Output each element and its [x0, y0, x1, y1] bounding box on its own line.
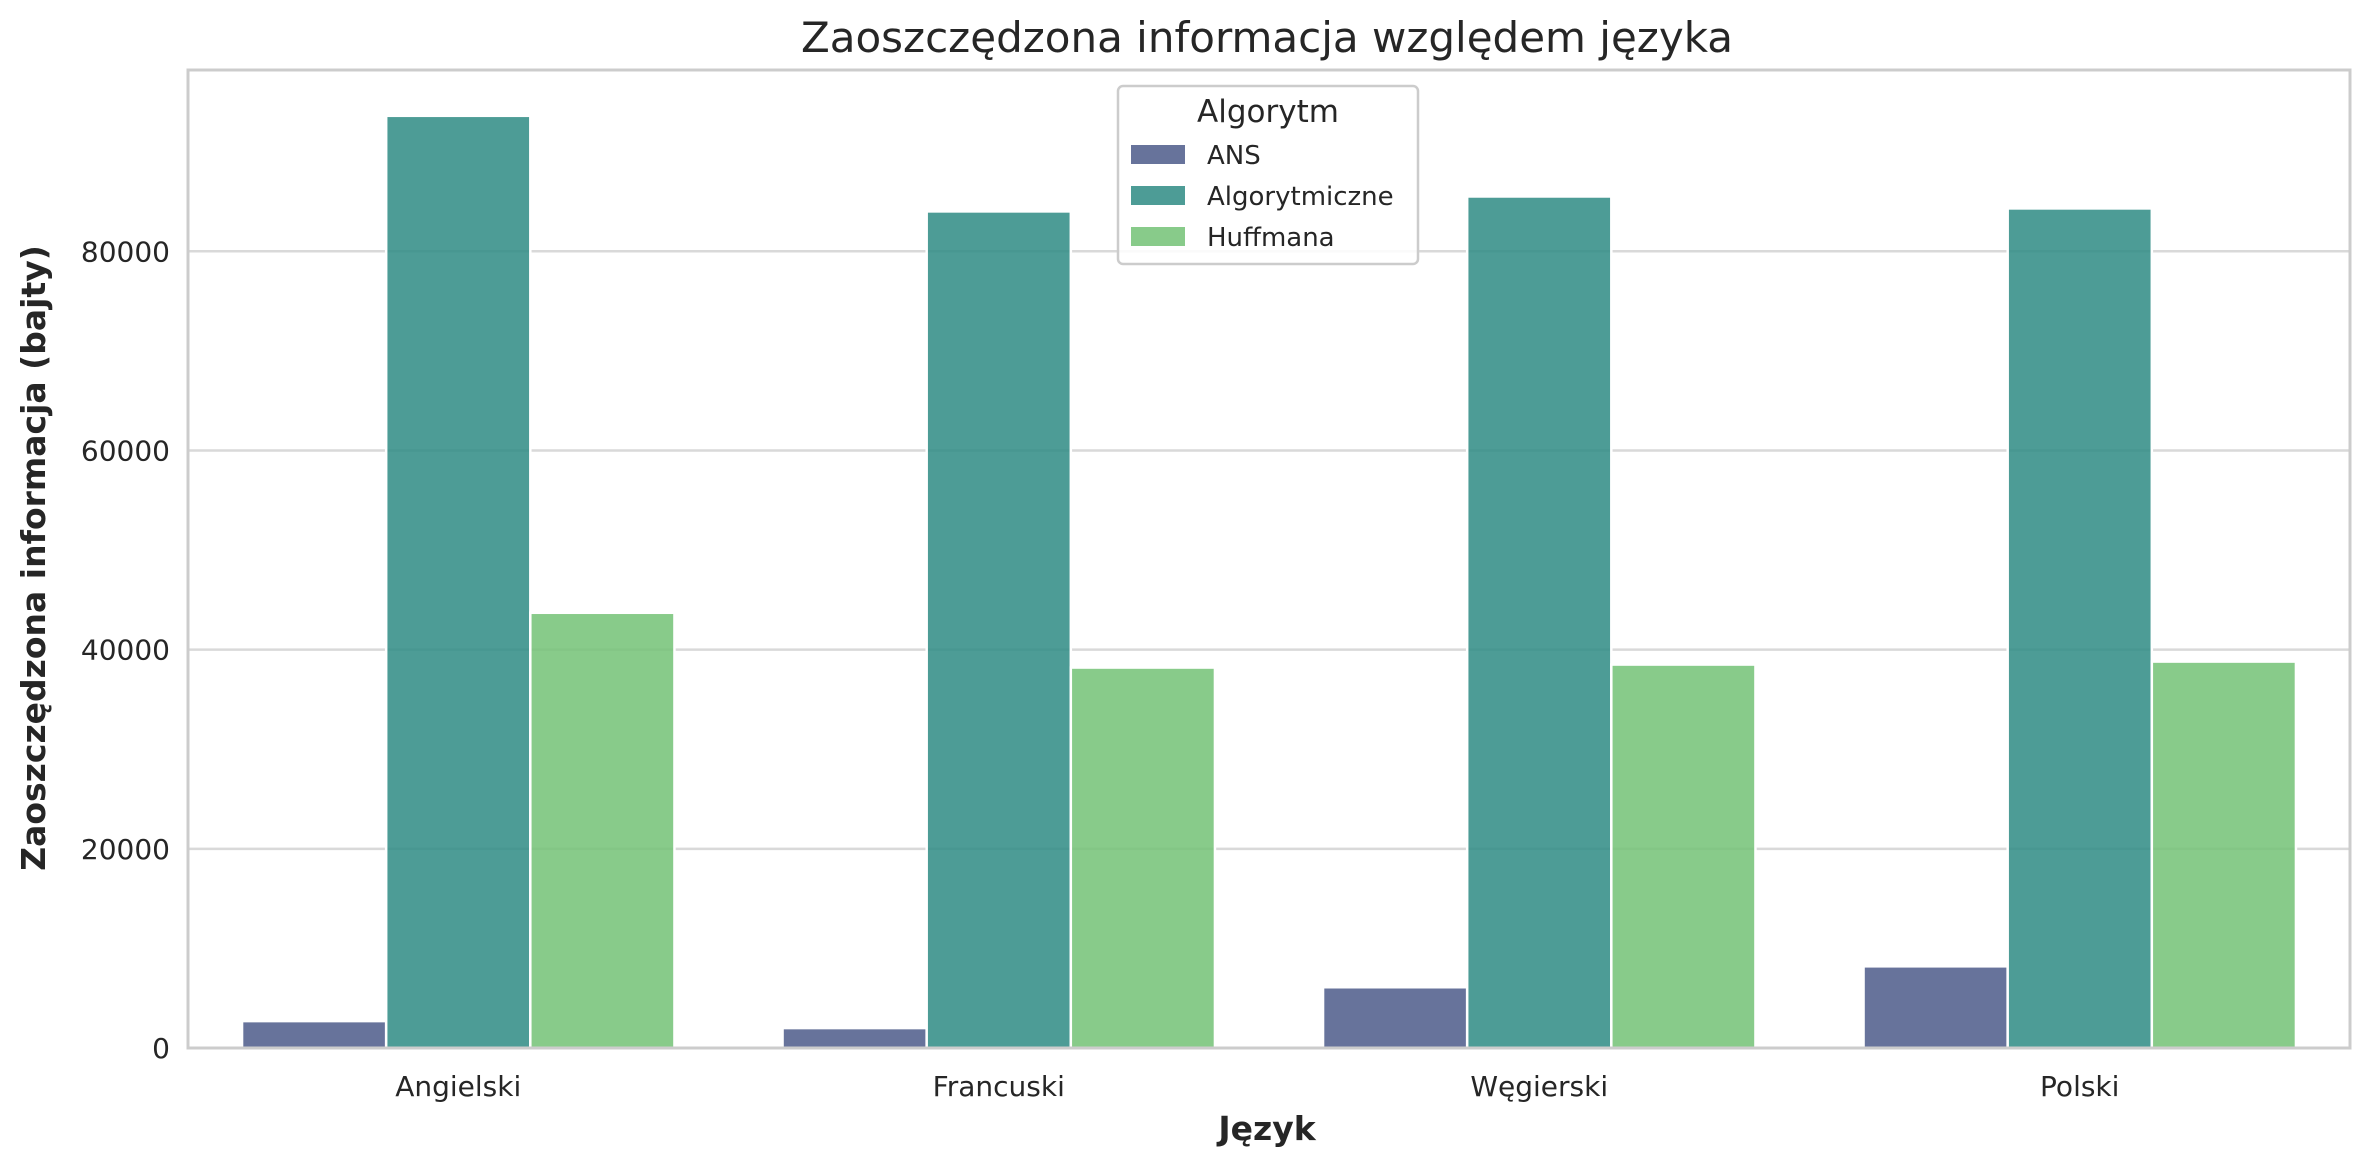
y-axis-label: Zaoszczędzona informacja (bajty) — [14, 245, 53, 871]
legend-swatch — [1131, 186, 1185, 205]
x-tick-label: Angielski — [395, 1070, 521, 1103]
bar-algorytmiczne-francuski — [925, 210, 1073, 1050]
bar-ans-polski — [1862, 965, 2009, 1050]
legend-title: Algorytm — [1197, 94, 1339, 130]
bar-ans-angielski — [240, 1019, 388, 1050]
y-tick-label: 40000 — [81, 634, 170, 667]
bar-huffmana-francuski — [1069, 666, 1217, 1050]
x-tick-label: Węgierski — [1470, 1070, 1608, 1103]
plot-area-frame — [186, 68, 2352, 1050]
legend-swatch — [1131, 227, 1185, 246]
bar-algorytmiczne-angielski — [384, 114, 532, 1050]
x-axis-ticks: Angielski Francuski Węgierski Polski — [395, 1070, 2119, 1103]
legend-label: ANS — [1207, 141, 1261, 171]
bars — [240, 114, 2298, 1050]
legend-items: ANS Algorytmiczne Huffmana — [1131, 141, 1394, 253]
bar-ans-francuski — [781, 1026, 928, 1050]
bar-huffmana-angielski — [529, 611, 676, 1050]
x-tick-label: Francuski — [933, 1070, 1065, 1103]
y-tick-label: 0 — [152, 1032, 170, 1065]
bar-ans-węgierski — [1321, 985, 1469, 1050]
legend: Algorytm ANS Algorytmiczne Huffmana — [1116, 84, 1420, 266]
y-tick-label: 20000 — [81, 833, 170, 866]
bar-huffmana-węgierski — [1610, 663, 1757, 1050]
x-axis-label: Język — [1216, 1109, 1316, 1148]
legend-label: Huffmana — [1207, 223, 1335, 253]
legend-label: Algorytmiczne — [1207, 182, 1394, 212]
y-tick-label: 80000 — [81, 235, 170, 268]
bar-algorytmiczne-polski — [2006, 207, 2154, 1050]
x-tick-label: Polski — [2040, 1070, 2119, 1103]
chart-title: Zaoszczędzona informacja względem języka — [801, 13, 1733, 62]
bar-huffmana-polski — [2150, 660, 2298, 1050]
y-axis-ticks: 0 20000 40000 60000 80000 — [81, 235, 170, 1065]
bar-algorytmiczne-węgierski — [1465, 195, 1613, 1050]
legend-box — [1116, 84, 1420, 266]
y-tick-label: 60000 — [81, 434, 170, 467]
legend-swatch — [1131, 145, 1185, 164]
